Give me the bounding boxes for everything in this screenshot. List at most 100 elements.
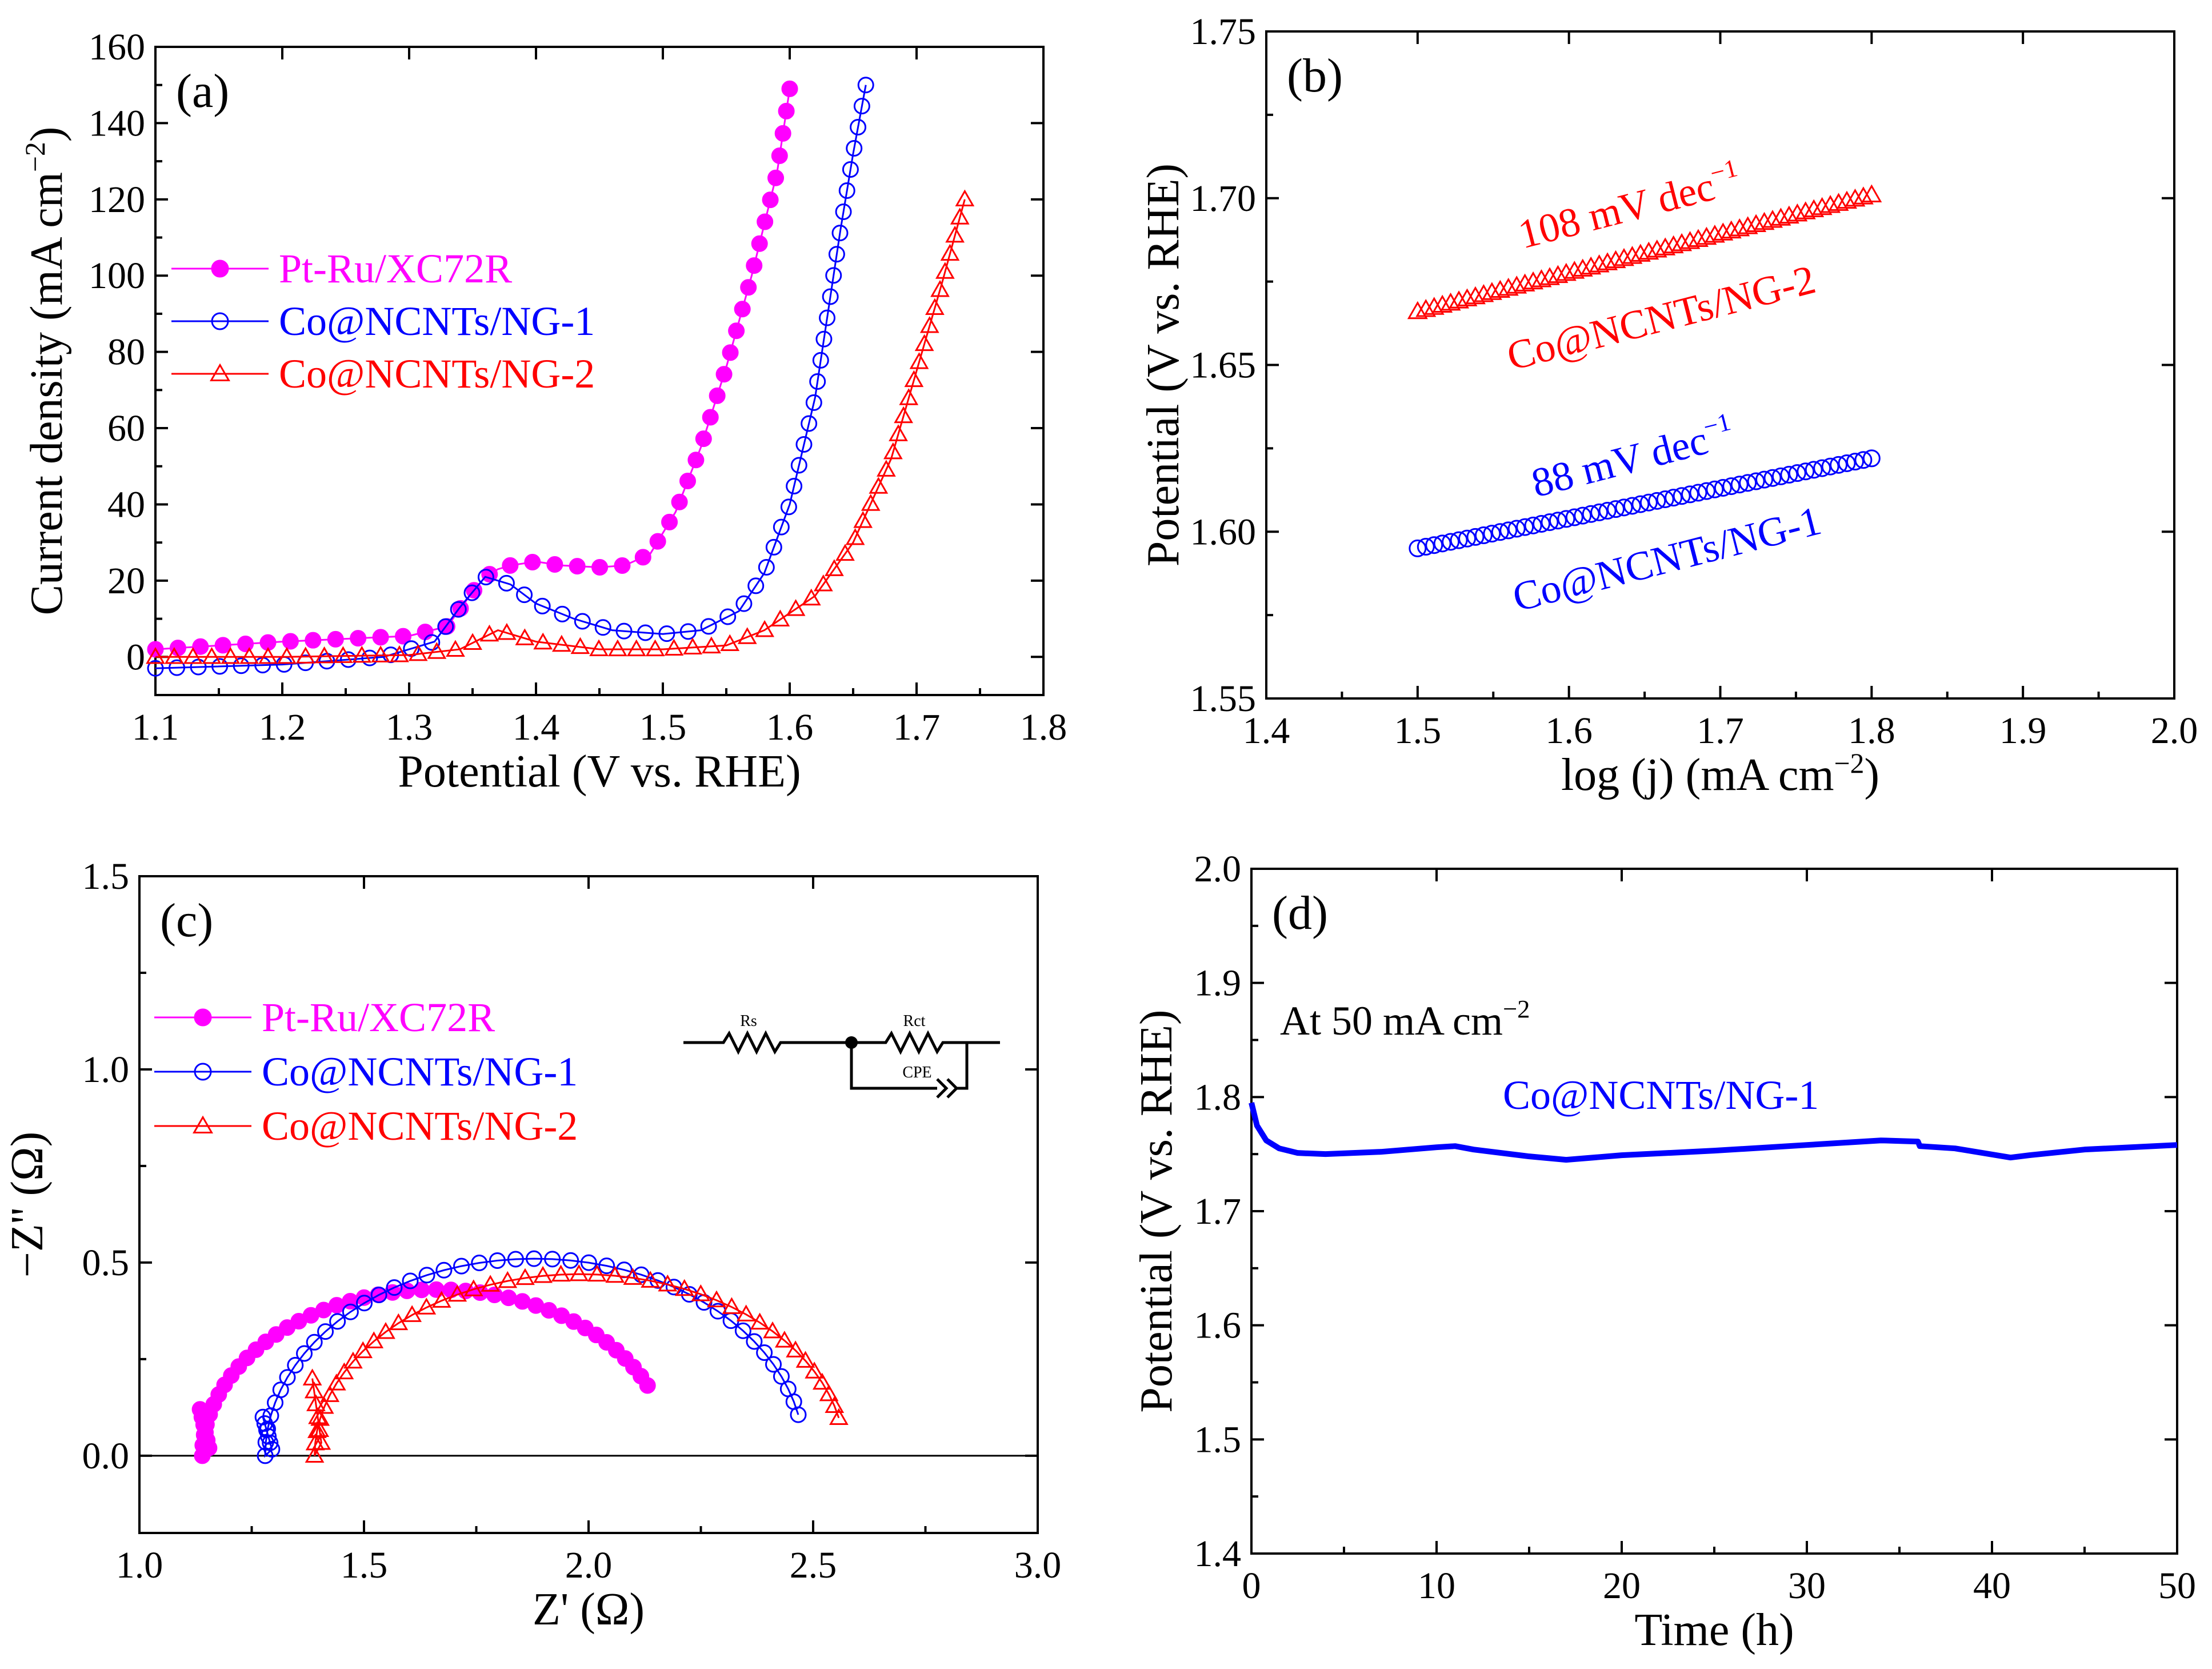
data-point <box>1555 262 1577 281</box>
data-point <box>314 646 334 664</box>
data-point <box>825 267 842 284</box>
data-point <box>533 632 553 650</box>
data-point <box>763 1321 782 1339</box>
data-point <box>328 1297 345 1314</box>
data-point <box>740 279 757 296</box>
data-point <box>169 659 186 676</box>
data-point <box>671 493 688 510</box>
data-point <box>757 213 774 230</box>
data-point <box>765 1356 782 1373</box>
data-point <box>477 569 494 586</box>
data-point <box>1613 247 1634 266</box>
data-point <box>254 1408 271 1426</box>
data-point <box>614 557 631 574</box>
data-point <box>850 119 867 136</box>
data-point <box>1862 449 1881 468</box>
panel-label: (a) <box>176 65 229 118</box>
legend-label: Co@NCNTs/NG-2 <box>262 1103 578 1149</box>
data-point <box>277 646 297 664</box>
circuit-label-rs: Rs <box>740 1012 757 1030</box>
data-point <box>695 430 712 448</box>
data-point <box>471 1254 488 1271</box>
data-point <box>307 1421 327 1438</box>
data-point <box>751 235 768 252</box>
data-point <box>1706 480 1724 498</box>
y-tick-label: 100 <box>89 255 145 297</box>
data-point <box>364 1331 384 1348</box>
data-point <box>940 243 960 261</box>
data-point <box>955 189 975 207</box>
y-tick-label: 80 <box>107 332 145 373</box>
data-point <box>327 630 344 648</box>
data-point <box>838 182 855 199</box>
data-point <box>371 645 390 662</box>
data-point <box>1440 292 1461 311</box>
resistor-rs <box>683 1030 851 1055</box>
data-point <box>801 588 821 606</box>
data-point <box>658 625 675 642</box>
data-point <box>736 1304 756 1321</box>
annotation-2-base: 88 mV dec <box>1527 417 1713 506</box>
data-point <box>314 1396 334 1414</box>
data-point <box>1457 288 1478 306</box>
data-point <box>329 1313 346 1330</box>
data-point <box>1665 489 1683 507</box>
data-point <box>1853 186 1874 205</box>
data-point <box>239 646 259 664</box>
data-point <box>770 609 790 627</box>
data-point <box>1531 269 1552 288</box>
data-point <box>569 1264 589 1281</box>
data-point <box>1607 500 1625 518</box>
data-point <box>233 657 250 674</box>
data-point <box>786 1340 805 1357</box>
data-point <box>498 1271 518 1288</box>
data-point <box>1409 539 1427 557</box>
data-point <box>1811 197 1833 215</box>
x-tick-label: 1.5 <box>639 706 687 748</box>
data-point <box>489 1252 506 1269</box>
data-point <box>580 1254 597 1271</box>
data-point <box>515 628 535 645</box>
data-point <box>1687 229 1709 247</box>
x-tick-label: 1.5 <box>341 1544 388 1586</box>
x-tick-label: 1.7 <box>893 706 941 748</box>
data-point <box>819 1384 839 1402</box>
data-point <box>786 478 803 495</box>
data-point <box>639 1377 656 1394</box>
data-point <box>1539 267 1560 285</box>
data-point <box>775 1331 794 1348</box>
data-point <box>1830 456 1848 474</box>
panel-label: (c) <box>160 894 213 947</box>
data-point <box>1821 457 1839 476</box>
x-axis-title-base: log (j) (mA cm <box>1561 750 1834 800</box>
panel-c: 1.0 1.5 2.0 2.5 3.0 0.0 0.5 1.0 1.5 (c) Z' (Ω) −Z''… <box>2 856 1061 1635</box>
data-point <box>758 559 775 576</box>
data-point <box>1491 523 1509 541</box>
data-point <box>790 457 807 474</box>
y-tick-label: 1.4 <box>1194 1533 1242 1575</box>
data-point <box>894 406 914 424</box>
data-point <box>1679 231 1701 249</box>
data-point <box>1663 235 1684 254</box>
x-tick-label: 1.4 <box>513 706 560 748</box>
data-point <box>869 477 889 494</box>
data-point <box>463 633 482 650</box>
x-tick-label: 1.7 <box>1697 710 1744 752</box>
x-tick-label: 0 <box>1242 1565 1261 1607</box>
x-axis-title-sup: −2 <box>1834 748 1865 779</box>
data-point <box>164 646 184 664</box>
data-point <box>774 125 791 142</box>
data-point <box>737 627 757 644</box>
x-tick-label: 1.3 <box>386 706 433 748</box>
data-point <box>773 1368 790 1385</box>
data-point <box>507 1251 524 1268</box>
series-line-1 <box>262 1257 799 1458</box>
data-point <box>734 301 751 318</box>
data-point <box>1630 243 1651 262</box>
data-point <box>702 636 721 654</box>
y-tick-label: 2.0 <box>1194 848 1242 890</box>
data-point <box>342 1303 359 1320</box>
data-point <box>390 645 409 662</box>
data-point <box>237 635 254 652</box>
data-point <box>514 1293 531 1310</box>
